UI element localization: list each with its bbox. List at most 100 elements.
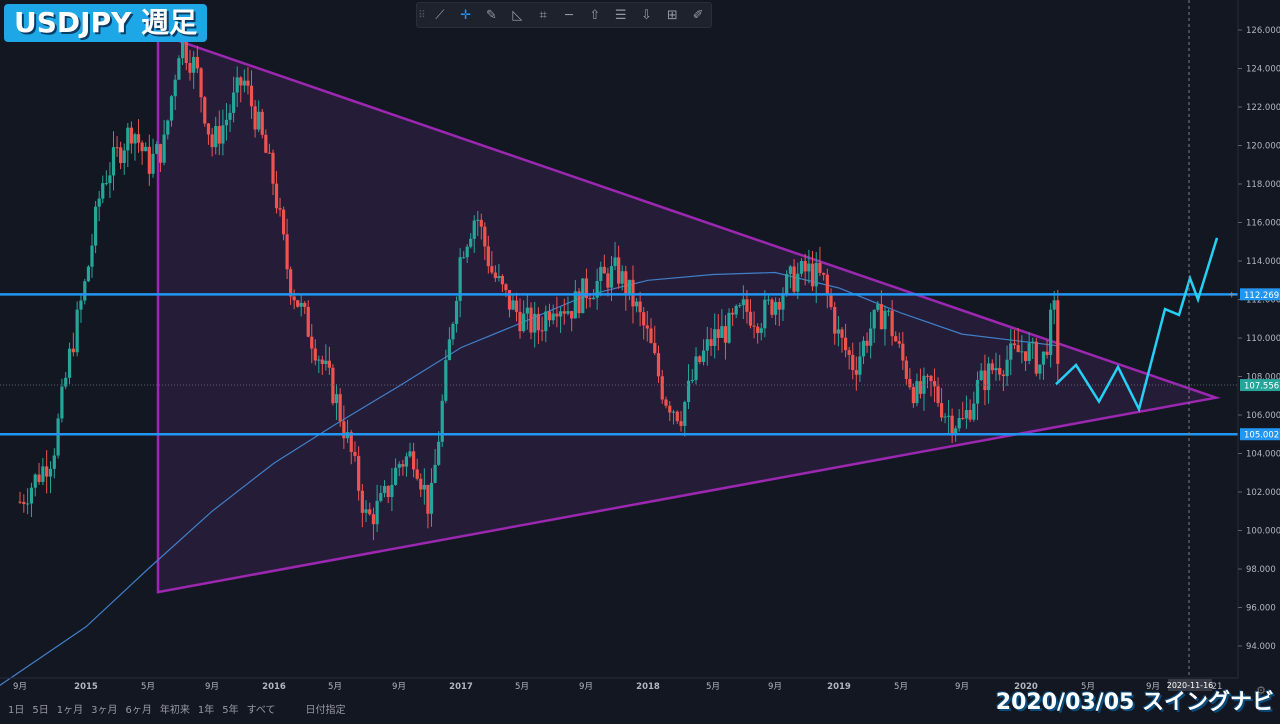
candle — [738, 302, 742, 308]
x-tick-label: 9月 — [392, 682, 406, 692]
x-tick-label: 21 — [1212, 682, 1223, 692]
candle — [444, 349, 448, 404]
candle-body — [486, 246, 490, 267]
settings-gear-icon[interactable]: ⚙ — [1256, 684, 1266, 697]
candle-body — [415, 469, 419, 479]
candle — [748, 299, 753, 329]
candle — [972, 391, 976, 422]
trend-line-icon[interactable]: ⟋ — [435, 7, 445, 23]
range-1m[interactable]: 1ヶ月 — [56, 704, 84, 716]
candle-body — [975, 379, 980, 404]
candle — [239, 76, 243, 103]
candle — [869, 312, 873, 359]
candle-body — [752, 325, 756, 327]
candle-body — [836, 329, 841, 334]
candle-body — [368, 509, 372, 515]
candle-body — [18, 501, 22, 503]
candle-body — [472, 220, 476, 239]
candle-body — [497, 276, 501, 279]
candle-body — [731, 312, 735, 315]
candle — [529, 302, 533, 340]
candle — [177, 55, 181, 80]
candle-body — [957, 418, 961, 429]
candle — [872, 309, 876, 343]
candle-body — [822, 272, 826, 275]
candle-body — [317, 359, 321, 361]
candle-body — [705, 339, 709, 351]
candle-body — [861, 340, 866, 357]
candle-body — [968, 409, 972, 420]
fib-icon[interactable]: ◺ — [512, 7, 523, 23]
candle — [533, 301, 537, 348]
long-position-icon[interactable]: ⇧ — [589, 7, 601, 23]
x-tick-label: 2017 — [449, 682, 473, 692]
candle-body — [83, 281, 87, 301]
candle-body — [788, 266, 792, 274]
range-1d[interactable]: 1日 — [8, 704, 25, 716]
candle-body — [591, 297, 596, 300]
y-tick-label: 124.000 — [1246, 65, 1280, 75]
candle-body — [465, 246, 469, 258]
candle — [763, 290, 767, 338]
candle-body — [1005, 359, 1009, 377]
candle — [876, 300, 880, 312]
ruler-icon[interactable]: ☰ — [614, 7, 627, 23]
candle-body — [814, 262, 818, 287]
candle-body — [1052, 300, 1056, 310]
candle — [224, 103, 229, 141]
candle — [1016, 327, 1020, 353]
candle — [115, 136, 119, 157]
candle — [555, 296, 559, 328]
y-tick-label: 116.000 — [1246, 219, 1280, 229]
horizontal-line-icon[interactable]: ─ — [565, 7, 573, 23]
candle-body — [122, 150, 126, 163]
candle — [93, 201, 98, 254]
range-5y[interactable]: 5年 — [222, 704, 239, 716]
candle — [440, 394, 444, 447]
candle-body — [854, 370, 858, 375]
candle-body — [897, 341, 901, 344]
candle — [317, 355, 321, 374]
measure-icon[interactable]: ⊞ — [666, 7, 678, 23]
candle — [206, 122, 211, 145]
candle — [936, 377, 940, 408]
short-position-icon[interactable]: ⇩ — [641, 7, 652, 23]
candle-body — [606, 273, 610, 288]
candle-body — [437, 441, 441, 465]
brush-icon[interactable]: ✐ — [692, 7, 704, 23]
date-range-button[interactable]: 日付指定 — [305, 704, 346, 716]
crosshair-icon[interactable]: ✛ — [460, 7, 472, 23]
candle-body — [108, 175, 112, 184]
range-all[interactable]: すべて — [246, 704, 276, 716]
candle-body — [525, 307, 529, 314]
candle — [1049, 303, 1053, 368]
candle-body — [972, 403, 976, 420]
candle — [483, 222, 487, 260]
pen-icon[interactable]: ✎ — [486, 7, 497, 23]
range-5d[interactable]: 5日 — [32, 704, 49, 716]
candle — [983, 354, 987, 406]
candle — [562, 298, 566, 325]
range-6m[interactable]: 6ヶ月 — [125, 704, 152, 716]
candle-body — [476, 219, 480, 221]
candle-body — [599, 266, 603, 281]
pattern-icon[interactable]: ⌗ — [539, 7, 547, 23]
candle-body — [588, 298, 592, 300]
candle-body — [894, 336, 898, 342]
candle — [627, 279, 631, 301]
candle — [745, 290, 749, 324]
candle — [493, 265, 497, 282]
candle-body — [1034, 341, 1038, 374]
range-ytd[interactable]: 年初来 — [159, 704, 190, 716]
range-3m[interactable]: 3ヶ月 — [91, 704, 118, 716]
candle-body — [803, 261, 807, 272]
candle — [22, 494, 26, 513]
candle — [634, 297, 639, 313]
candle-body — [1009, 343, 1013, 360]
candle-body — [642, 312, 646, 326]
candle — [454, 296, 459, 333]
grip-icon[interactable]: ⠿ — [418, 9, 426, 21]
range-1y[interactable]: 1年 — [197, 704, 215, 716]
